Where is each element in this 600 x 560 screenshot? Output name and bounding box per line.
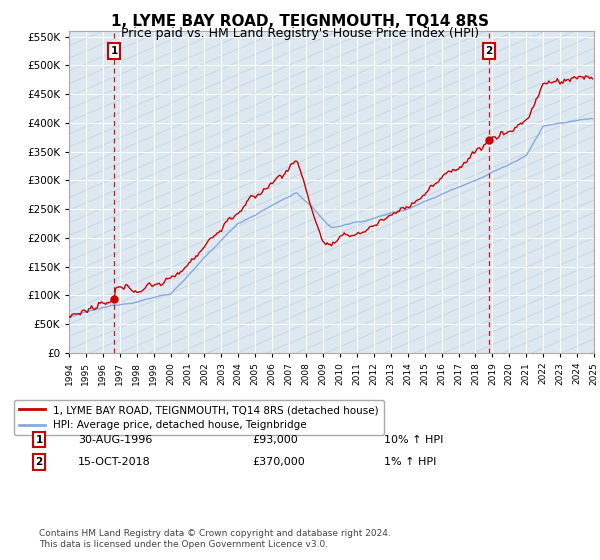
Text: 1: 1 xyxy=(35,435,43,445)
Text: 2: 2 xyxy=(485,46,493,56)
Text: 15-OCT-2018: 15-OCT-2018 xyxy=(78,457,151,467)
Text: 1, LYME BAY ROAD, TEIGNMOUTH, TQ14 8RS: 1, LYME BAY ROAD, TEIGNMOUTH, TQ14 8RS xyxy=(111,14,489,29)
Text: £93,000: £93,000 xyxy=(252,435,298,445)
Text: Contains HM Land Registry data © Crown copyright and database right 2024.
This d: Contains HM Land Registry data © Crown c… xyxy=(39,529,391,549)
Text: 1: 1 xyxy=(110,46,118,56)
Text: 1% ↑ HPI: 1% ↑ HPI xyxy=(384,457,436,467)
Legend: 1, LYME BAY ROAD, TEIGNMOUTH, TQ14 8RS (detached house), HPI: Average price, det: 1, LYME BAY ROAD, TEIGNMOUTH, TQ14 8RS (… xyxy=(14,400,384,436)
Text: 10% ↑ HPI: 10% ↑ HPI xyxy=(384,435,443,445)
Text: 2: 2 xyxy=(35,457,43,467)
Text: 30-AUG-1996: 30-AUG-1996 xyxy=(78,435,152,445)
Text: Price paid vs. HM Land Registry's House Price Index (HPI): Price paid vs. HM Land Registry's House … xyxy=(121,27,479,40)
Text: £370,000: £370,000 xyxy=(252,457,305,467)
